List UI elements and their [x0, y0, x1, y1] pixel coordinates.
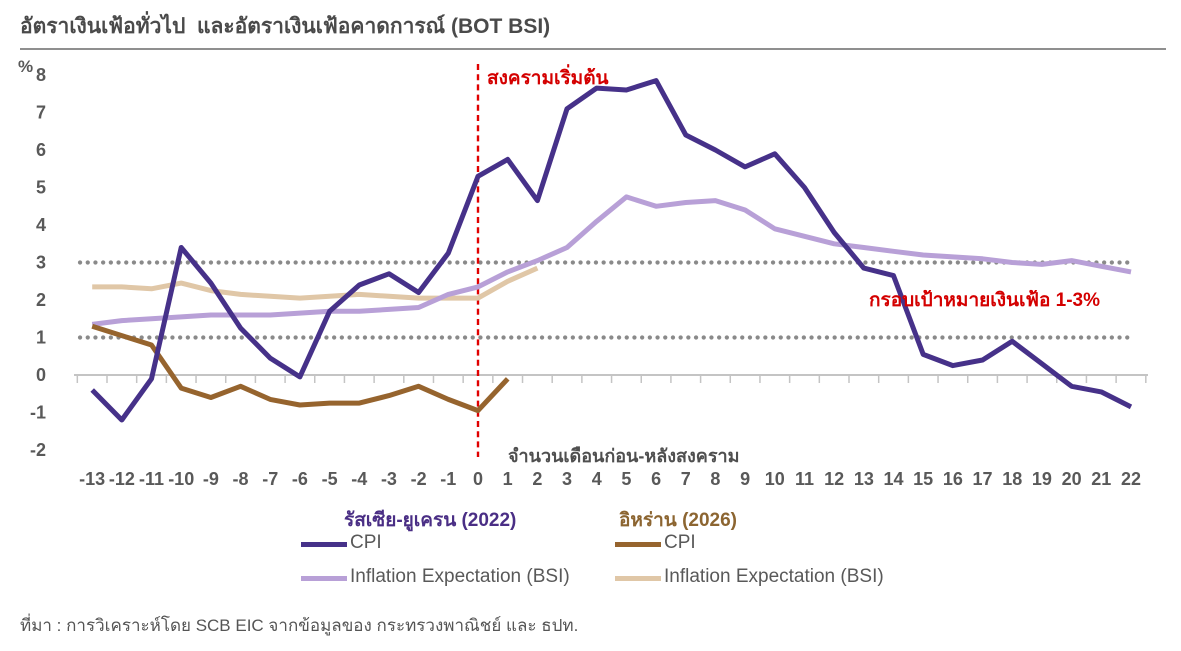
legend-swatch-iran-cpi	[615, 542, 661, 547]
x-tick-label: 15	[913, 469, 933, 489]
legend-group-iran: อิหร่าน (2026)	[619, 510, 737, 531]
x-tick-label: -10	[168, 469, 194, 489]
x-tick-label: 17	[973, 469, 993, 489]
page-title: อัตราเงินเฟ้อทั่วไป และอัตราเงินเฟ้อคาดก…	[20, 15, 551, 38]
x-tick-label: -6	[292, 469, 308, 489]
x-tick-label: 9	[740, 469, 750, 489]
y-tick-label: 5	[36, 178, 46, 198]
legend-swatch-ru-bsi	[301, 576, 347, 581]
x-tick-label: 7	[681, 469, 691, 489]
x-tick-label: -11	[139, 469, 164, 489]
x-tick-label: 16	[943, 469, 963, 489]
x-tick-label: 19	[1032, 469, 1052, 489]
x-tick-label: -7	[262, 469, 278, 489]
series-ru-bsi	[91, 194, 1132, 327]
war-start-annotation: สงครามเริ่มต้น	[487, 68, 609, 89]
y-tick-label: -1	[30, 403, 46, 423]
x-tick-label: -3	[381, 469, 397, 489]
x-tick-label: 14	[884, 469, 904, 489]
x-tick-label: 12	[824, 469, 844, 489]
legend-swatch-ru-cpi	[301, 542, 347, 547]
y-tick-label: 6	[36, 140, 46, 160]
x-tick-label: 0	[473, 469, 483, 489]
y-tick-label: 4	[36, 215, 46, 235]
series-iran-bsi	[92, 265, 539, 301]
x-tick-label: 20	[1062, 469, 1082, 489]
y-tick-label: 7	[36, 103, 46, 123]
x-tick-label: 6	[651, 469, 661, 489]
x-tick-label: 13	[854, 469, 874, 489]
x-tick-label: -8	[233, 469, 249, 489]
title-divider	[20, 48, 1166, 50]
x-tick-label: 21	[1091, 469, 1111, 489]
legend-swatch-iran-bsi	[615, 576, 661, 581]
y-tick-label: 2	[36, 290, 46, 310]
legend-label-ru-cpi: CPI	[350, 532, 382, 553]
x-tick-label: -12	[109, 469, 135, 489]
x-tick-label: -13	[79, 469, 105, 489]
y-tick-label: 3	[36, 253, 46, 273]
y-tick-label: 0	[36, 365, 46, 385]
legend-group-russia-ukraine: รัสเซีย-ยูเครน (2022)	[344, 510, 517, 531]
x-tick-label: 2	[532, 469, 542, 489]
x-tick-label: 5	[621, 469, 631, 489]
x-tick-label: -2	[411, 469, 427, 489]
inflation-target-annotation: กรอบเป้าหมายเงินเฟ้อ 1-3%	[869, 290, 1101, 311]
x-tick-label: 10	[765, 469, 785, 489]
y-axis-unit-label: %	[18, 57, 34, 76]
x-tick-label: -5	[322, 469, 338, 489]
legend-label-iran-bsi: Inflation Expectation (BSI)	[664, 566, 884, 587]
series-ru-cpi	[90, 78, 1133, 423]
x-tick-label: -9	[203, 469, 219, 489]
y-tick-label: 1	[36, 328, 46, 348]
x-tick-label: 22	[1121, 469, 1141, 489]
y-tick-label: -2	[30, 440, 46, 460]
x-tick-label: 4	[592, 469, 602, 489]
x-tick-label: -4	[351, 469, 367, 489]
y-tick-label: 8	[36, 65, 46, 85]
legend-label-ru-bsi: Inflation Expectation (BSI)	[350, 566, 570, 587]
series-iran-cpi	[91, 323, 510, 414]
x-axis-title: จำนวนเดือนก่อน-หลังสงคราม	[508, 446, 740, 466]
x-tick-label: 1	[503, 469, 513, 489]
x-tick-label: 3	[562, 469, 572, 489]
x-tick-label: 11	[795, 469, 814, 489]
x-tick-label: -1	[440, 469, 456, 489]
x-tick-label: 18	[1002, 469, 1022, 489]
source-note: ที่มา : การวิเคราะห์โดย SCB EIC จากข้อมู…	[20, 616, 579, 635]
legend-label-iran-cpi: CPI	[664, 532, 696, 553]
x-tick-label: 8	[710, 469, 720, 489]
